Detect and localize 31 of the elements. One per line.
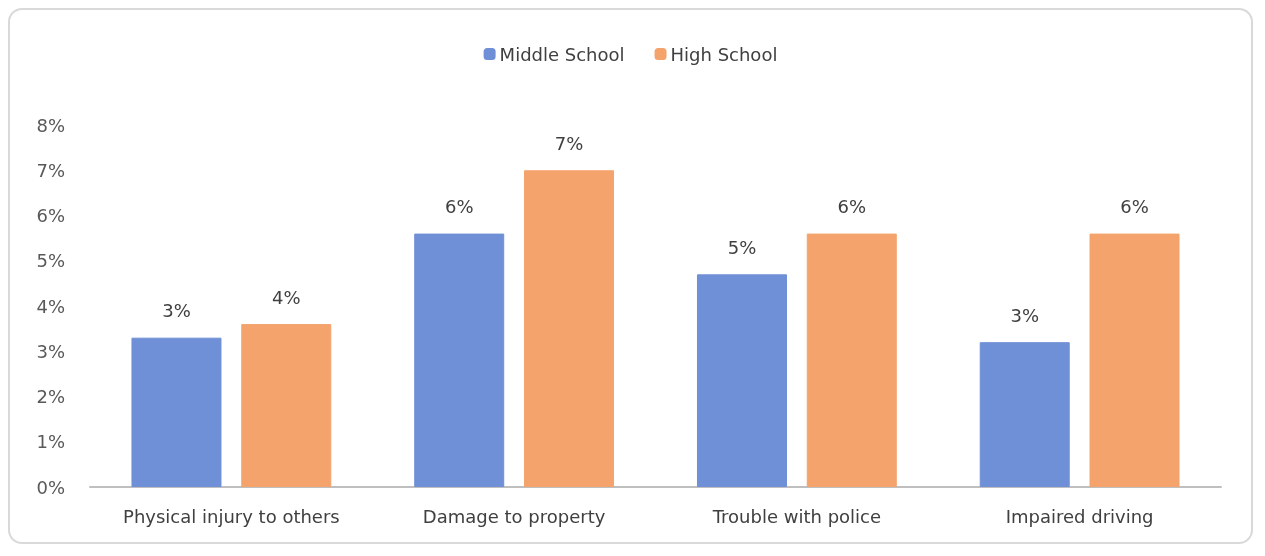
bar (696, 274, 787, 487)
x-tick-label: Impaired driving (1005, 505, 1154, 527)
data-label: 4% (271, 286, 301, 308)
bar (806, 233, 897, 487)
y-tick-label: 0% (36, 476, 65, 498)
bar (131, 337, 222, 487)
x-tick-label: Physical injury to others (123, 505, 340, 527)
data-label: 7% (554, 132, 584, 154)
bar (241, 324, 332, 487)
bar (979, 342, 1070, 487)
x-tick-label: Trouble with police (711, 505, 882, 527)
y-tick-label: 2% (36, 386, 65, 407)
bar (414, 233, 505, 487)
data-label: 6% (444, 196, 474, 218)
y-tick-label: 4% (36, 295, 65, 317)
x-tick-label: Damage to property (422, 505, 606, 527)
bar (524, 170, 615, 487)
data-label: 6% (837, 196, 867, 218)
y-tick-label: 7% (36, 159, 65, 181)
data-label: 5% (727, 236, 757, 258)
data-label: 3% (162, 300, 191, 322)
legend-label: High School (670, 43, 778, 65)
y-tick-label: 8% (36, 114, 65, 136)
y-tick-label: 6% (36, 205, 65, 226)
y-tick-label: 5% (36, 250, 65, 272)
y-tick-label: 1% (36, 431, 65, 453)
legend-label: Middle School (499, 43, 625, 65)
data-label: 3% (1010, 304, 1040, 326)
bar (1089, 233, 1180, 487)
y-tick-label: 3% (36, 340, 65, 362)
data-label: 6% (1120, 196, 1149, 218)
